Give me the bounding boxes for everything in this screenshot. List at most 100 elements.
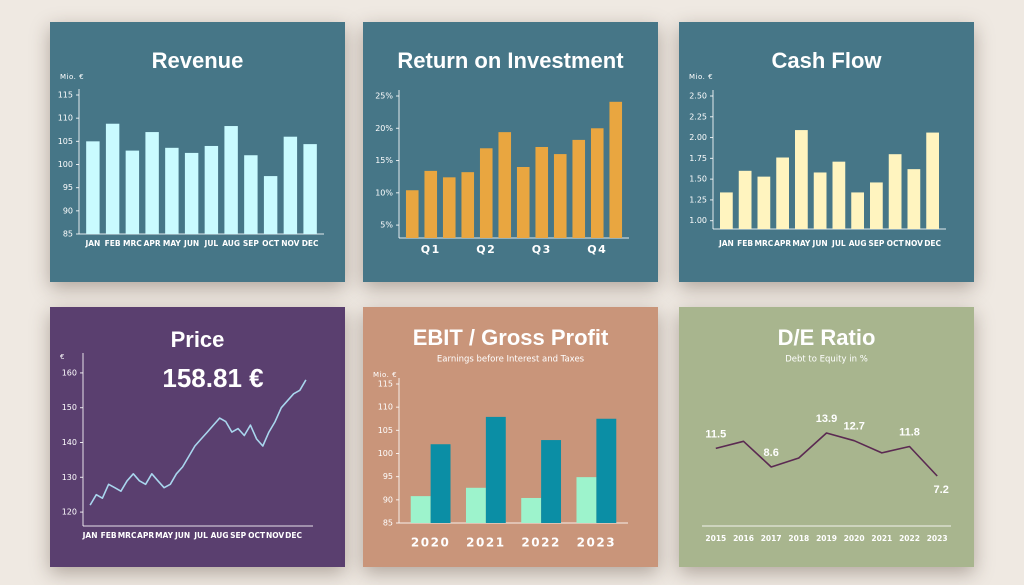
- x-tick-label: 2018: [788, 534, 809, 543]
- chart: Price €120 130 140 150 160 JAN FEB MRC APR MAY JUN J…: [60, 327, 313, 540]
- y-tick-label: 1.75: [689, 154, 707, 163]
- x-tick-label: 2016: [733, 534, 754, 543]
- bar: [165, 147, 179, 234]
- bar: [465, 487, 486, 523]
- y-tick-label: 20%: [375, 124, 393, 133]
- bar: [224, 126, 238, 234]
- x-tick-label: 2022: [521, 536, 560, 550]
- x-tick-label: SEP: [243, 239, 260, 248]
- bar: [485, 416, 506, 523]
- chart-panel: Return on Investment 5% 10% 15% 20% 25% Q1 Q2 Q3…: [363, 22, 658, 282]
- y-tick-label: 90: [383, 495, 393, 504]
- y-tick-label: 1.25: [689, 195, 707, 204]
- x-tick-label: SEP: [230, 531, 247, 540]
- bar: [283, 136, 298, 234]
- bar: [204, 145, 219, 234]
- bar: [405, 190, 419, 238]
- x-tick-label: OCT: [248, 531, 266, 540]
- bar: [720, 192, 733, 229]
- x-tick-label: AUG: [211, 531, 229, 540]
- bar: [461, 172, 475, 238]
- x-tick-label: Q2: [476, 243, 496, 256]
- bar: [125, 150, 140, 234]
- x-tick-label: JUN: [183, 239, 199, 248]
- y-axis-unit: €: [60, 353, 65, 361]
- x-tick-label: 2015: [705, 534, 726, 543]
- y-tick-label: 2.50: [689, 92, 707, 101]
- y-tick-label: 105: [58, 137, 73, 146]
- bar: [244, 155, 258, 234]
- annotation: 158.81 €: [162, 363, 263, 393]
- y-axis-unit: Mio. €: [689, 73, 713, 81]
- y-tick-label: 95: [383, 472, 393, 481]
- data-label: 13.9: [816, 413, 837, 425]
- line: [89, 379, 307, 506]
- y-tick-label: 150: [62, 403, 77, 412]
- bar: [105, 123, 120, 234]
- bar: [572, 139, 586, 238]
- chart-title: Revenue: [152, 48, 244, 73]
- x-tick-label: JAN: [84, 239, 100, 248]
- y-tick-label: 2.25: [689, 112, 707, 121]
- x-tick-label: AUG: [849, 239, 867, 248]
- y-tick-label: 115: [58, 91, 73, 100]
- x-tick-label: OCT: [262, 239, 280, 248]
- chart-title: EBIT / Gross Profit: [413, 325, 609, 350]
- bar: [851, 192, 864, 229]
- bar: [888, 154, 902, 229]
- x-tick-label: APR: [137, 531, 154, 540]
- x-tick-label: FEB: [737, 239, 753, 248]
- chart-title: Price: [171, 327, 225, 352]
- y-tick-label: 25%: [375, 92, 393, 101]
- chart-panel: D/E Ratio Debt to Equity in % 2015 2016 2017…: [679, 307, 974, 567]
- x-tick-label: JUL: [204, 239, 219, 248]
- data-label: 12.7: [843, 421, 864, 433]
- bar: [738, 170, 752, 229]
- x-tick-label: APR: [144, 239, 161, 248]
- y-tick-label: 85: [63, 230, 73, 239]
- bar: [576, 477, 597, 523]
- x-tick-label: FEB: [101, 531, 117, 540]
- bar: [813, 172, 827, 229]
- x-tick-label: JUL: [193, 531, 208, 540]
- x-tick-label: NOV: [266, 531, 284, 540]
- x-tick-label: 2021: [871, 534, 892, 543]
- bar: [430, 444, 451, 523]
- x-tick-label: Q1: [421, 243, 441, 256]
- y-tick-label: 130: [62, 473, 77, 482]
- chart: Revenue Mio. € 85 90 95 100 105 110 115 JAN FEB MRC…: [58, 48, 324, 248]
- bar: [907, 169, 921, 229]
- x-tick-label: 2021: [466, 536, 505, 550]
- y-tick-label: 140: [62, 438, 77, 447]
- y-tick-label: 95: [63, 183, 73, 192]
- x-tick-label: MAY: [155, 531, 174, 540]
- x-tick-label: FEB: [105, 239, 121, 248]
- x-tick-label: NOV: [905, 239, 923, 248]
- bar: [410, 496, 431, 523]
- chart-title: Return on Investment: [397, 48, 624, 73]
- x-tick-label: MRC: [118, 531, 137, 540]
- x-tick-label: NOV: [281, 239, 299, 248]
- bar: [145, 132, 159, 234]
- bar: [541, 440, 562, 523]
- chart-panel: Price €120 130 140 150 160 JAN FEB MRC APR MAY JUN J…: [50, 307, 345, 567]
- x-tick-label: 2023: [927, 534, 948, 543]
- x-tick-label: 2017: [761, 534, 782, 543]
- bar: [590, 128, 604, 238]
- y-tick-label: 160: [62, 368, 77, 377]
- data-label: 11.8: [899, 426, 920, 438]
- x-tick-label: SEP: [868, 239, 885, 248]
- x-tick-label: MAY: [792, 239, 811, 248]
- x-tick-label: 2019: [816, 534, 837, 543]
- y-tick-label: 1.00: [689, 216, 707, 225]
- x-tick-label: MAY: [163, 239, 182, 248]
- x-tick-label: DEC: [285, 531, 302, 540]
- y-tick-label: 110: [58, 114, 73, 123]
- bar: [596, 418, 617, 523]
- bar: [553, 154, 567, 238]
- y-tick-label: 5%: [380, 221, 393, 230]
- chart: EBIT / Gross Profit Earnings before Inter…: [373, 325, 628, 550]
- y-tick-label: 15%: [375, 156, 393, 165]
- x-tick-label: JUN: [174, 531, 190, 540]
- x-tick-label: MRC: [123, 239, 142, 248]
